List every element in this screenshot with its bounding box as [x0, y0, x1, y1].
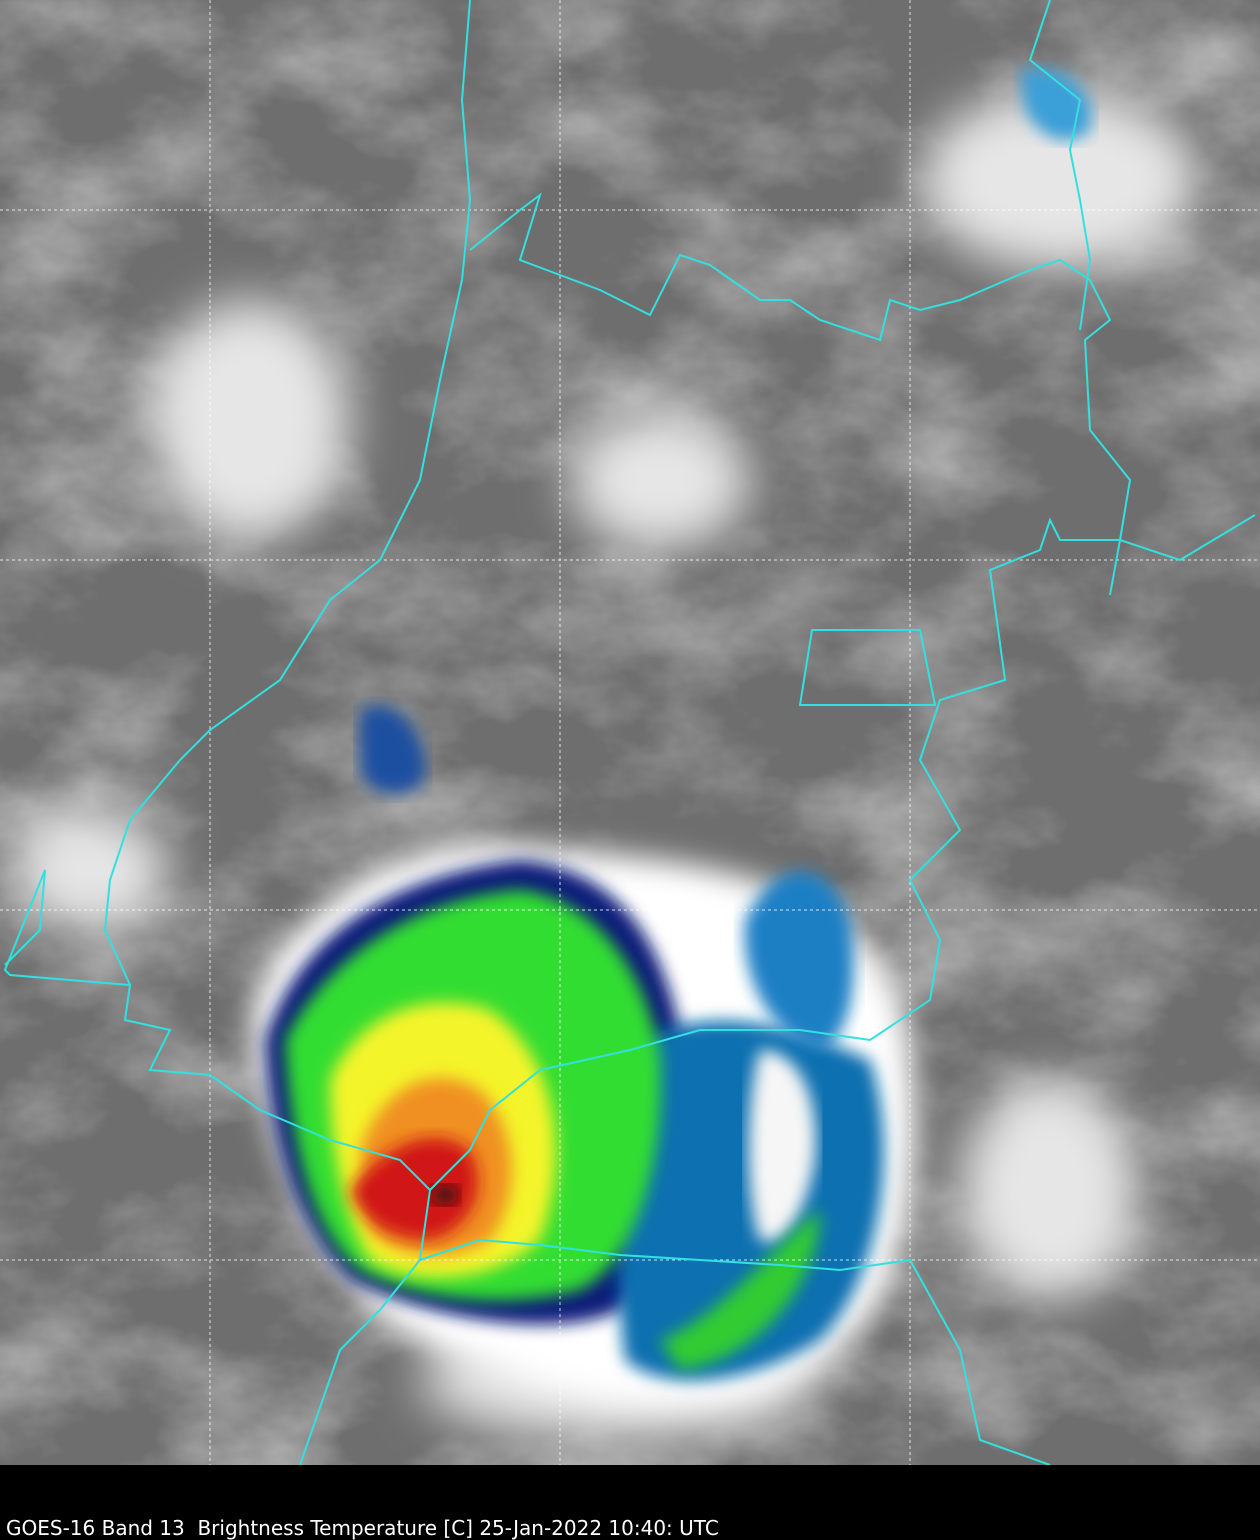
borders [3, 0, 1256, 1465]
bright-clouds [10, 90, 1200, 1440]
caption: GOES-16 Band 13 Brightness Temperature [… [6, 1516, 719, 1540]
graticule [0, 0, 1260, 1465]
satellite-image [0, 0, 1260, 1465]
